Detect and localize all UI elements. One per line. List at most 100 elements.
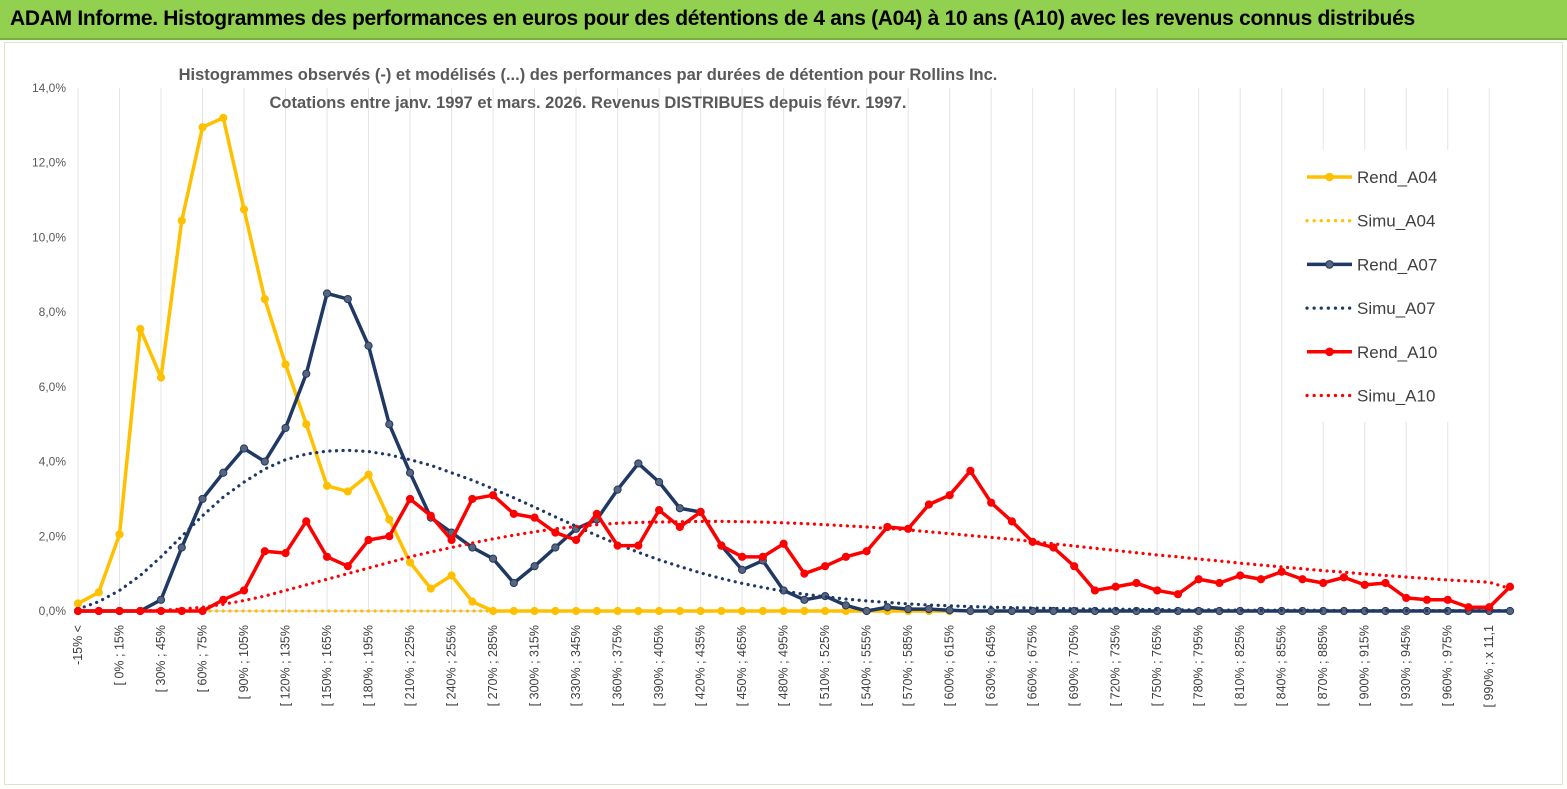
data-point bbox=[239, 586, 249, 595]
data-point bbox=[1111, 582, 1120, 591]
legend-item-Rend_A10: Rend_A10 bbox=[1307, 343, 1437, 362]
chart-frame bbox=[4, 42, 1563, 785]
data-point bbox=[385, 420, 394, 429]
y-tick-label: 4,0% bbox=[39, 455, 67, 469]
legend-item-Rend_A04: Rend_A04 bbox=[1307, 168, 1437, 187]
data-point bbox=[945, 606, 954, 615]
x-tick-label: [ 30% ; 45% bbox=[154, 625, 168, 692]
data-point bbox=[530, 562, 539, 571]
data-point bbox=[945, 491, 954, 500]
y-axis: 0,0% 2,0% 4,0% 6,0% 8,0% 10,0% 12,0% 14,0% bbox=[32, 81, 66, 618]
data-point bbox=[738, 552, 747, 561]
data-point bbox=[343, 562, 352, 571]
data-point bbox=[343, 487, 352, 496]
x-tick-label: [ 390% ; 405% bbox=[652, 625, 666, 706]
data-point bbox=[426, 584, 435, 593]
x-tick-label: [ 990% ; x 11,1 bbox=[1482, 625, 1496, 708]
x-tick-label: [ 540% ; 555% bbox=[860, 625, 874, 706]
x-tick-label: [ 930% ; 945% bbox=[1399, 625, 1413, 706]
data-point bbox=[883, 603, 892, 612]
series-line-Rend_A07 bbox=[78, 291, 1510, 613]
x-tick-label: [ 960% ; 975% bbox=[1441, 625, 1455, 706]
series-line-Rend_A10 bbox=[78, 469, 1512, 613]
data-point bbox=[198, 494, 207, 504]
data-point bbox=[530, 513, 539, 522]
data-point bbox=[1485, 603, 1494, 612]
data-point bbox=[281, 360, 290, 369]
data-point bbox=[260, 457, 269, 466]
data-point bbox=[987, 498, 996, 507]
data-point bbox=[738, 565, 747, 575]
legend-marker bbox=[1325, 260, 1334, 269]
chart-title-line2: Cotations entre janv. 1997 et mars. 2026… bbox=[269, 94, 906, 112]
data-point bbox=[1236, 571, 1245, 580]
x-tick-label: [ 810% ; 825% bbox=[1233, 625, 1247, 706]
data-point bbox=[634, 459, 643, 468]
data-point bbox=[924, 500, 933, 509]
series-line-Simu_A07 bbox=[76, 448, 1512, 613]
data-point bbox=[239, 205, 249, 214]
x-axis: -15% < [ 0% ; 15% [ 30% ; 45% [ 60% ; 75% [ … bbox=[71, 610, 1514, 708]
data-point bbox=[1277, 567, 1286, 576]
legend-item-Simu_A10: Simu_A10 bbox=[1305, 387, 1435, 406]
data-point bbox=[468, 494, 477, 504]
legend-background bbox=[1292, 150, 1467, 422]
data-point bbox=[509, 578, 518, 588]
data-point bbox=[468, 597, 477, 606]
y-tick-label: 8,0% bbox=[39, 305, 67, 319]
x-tick-label: [ 600% ; 615% bbox=[943, 625, 957, 706]
data-point bbox=[302, 420, 311, 429]
data-point bbox=[177, 216, 186, 225]
data-point bbox=[322, 481, 332, 490]
x-tick-label: [ 150% ; 165% bbox=[320, 625, 334, 706]
y-tick-label: 2,0% bbox=[39, 529, 67, 543]
data-point bbox=[1256, 575, 1266, 584]
legend-label: Rend_A04 bbox=[1357, 168, 1437, 187]
data-point bbox=[322, 552, 332, 561]
legend: Rend_A04 Simu_A04 Rend_A07 Simu_A07 Rend_A10… bbox=[1292, 150, 1467, 422]
vertical-gridlines bbox=[77, 88, 1490, 611]
data-point bbox=[1360, 580, 1369, 589]
data-point bbox=[488, 554, 498, 563]
data-point bbox=[1153, 586, 1162, 595]
x-tick-label: -15% < bbox=[71, 625, 85, 665]
data-point bbox=[966, 606, 975, 616]
legend-item-Simu_A07: Simu_A07 bbox=[1305, 299, 1435, 318]
data-point bbox=[364, 470, 373, 479]
data-point bbox=[904, 605, 913, 614]
data-point bbox=[821, 562, 830, 571]
data-point bbox=[488, 491, 498, 500]
data-point bbox=[405, 468, 415, 477]
data-point bbox=[136, 324, 145, 334]
data-point bbox=[1505, 606, 1515, 616]
data-point bbox=[862, 547, 871, 556]
data-point bbox=[1070, 562, 1079, 571]
legend-item-Simu_A04: Simu_A04 bbox=[1305, 212, 1435, 231]
x-tick-label: [ 480% ; 495% bbox=[777, 625, 791, 706]
data-point bbox=[717, 541, 726, 550]
x-tick-label: [ 60% ; 75% bbox=[196, 625, 210, 692]
y-tick-label: 12,0% bbox=[32, 156, 66, 170]
data-point bbox=[364, 535, 373, 545]
data-point bbox=[1298, 575, 1307, 584]
x-tick-label: [ 120% ; 135% bbox=[279, 625, 293, 706]
data-point bbox=[115, 530, 124, 539]
data-point bbox=[696, 507, 705, 517]
x-tick-label: [ 780% ; 795% bbox=[1192, 625, 1206, 706]
data-point bbox=[302, 517, 311, 526]
x-tick-label: [ 720% ; 735% bbox=[1109, 625, 1123, 706]
data-point bbox=[156, 373, 166, 382]
series-line-Rend_A04 bbox=[77, 116, 950, 613]
data-point bbox=[219, 595, 228, 604]
x-tick-label: [ 450% ; 465% bbox=[735, 625, 749, 706]
x-tick-label: [ 360% ; 375% bbox=[611, 625, 625, 706]
data-point bbox=[613, 485, 622, 494]
data-point bbox=[1194, 575, 1203, 584]
data-point bbox=[966, 466, 975, 476]
data-point bbox=[1464, 603, 1473, 612]
data-point bbox=[343, 294, 352, 304]
x-tick-label: [ 210% ; 225% bbox=[403, 625, 417, 706]
y-tick-label: 14,0% bbox=[32, 81, 66, 95]
y-tick-label: 10,0% bbox=[32, 230, 66, 244]
data-point bbox=[1173, 590, 1183, 599]
